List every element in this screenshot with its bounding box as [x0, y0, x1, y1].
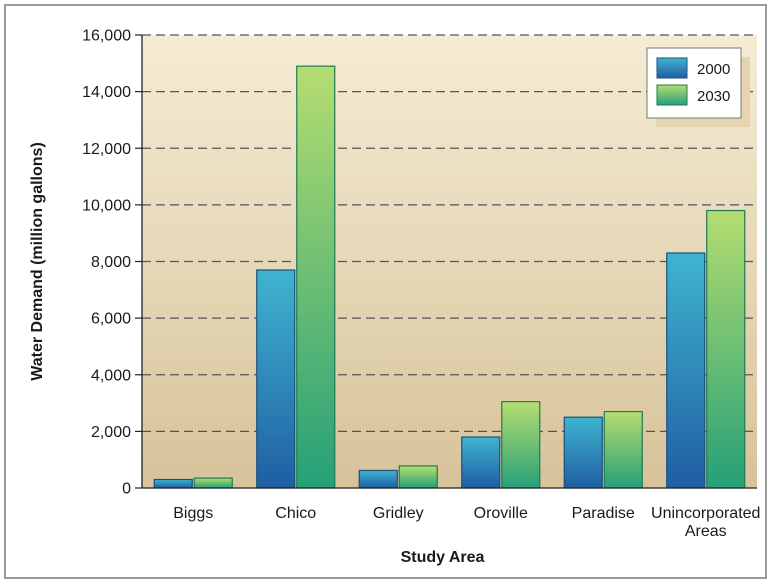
- bar-2030-oroville: [501, 401, 541, 489]
- x-tick-label: Biggs: [173, 505, 213, 522]
- y-tick-label: 2,000: [91, 424, 131, 441]
- legend-label-2030: 2030: [697, 88, 730, 105]
- legend-label-2000: 2000: [697, 61, 730, 78]
- legend: 2000 2030: [646, 47, 750, 127]
- x-tick-label: Chico: [275, 505, 316, 522]
- bar-2030-biggs: [193, 477, 233, 489]
- x-tick-label: Oroville: [474, 505, 528, 522]
- y-tick-label: 0: [122, 481, 131, 498]
- x-axis-title: Study Area: [401, 549, 485, 566]
- y-tick-label: 6,000: [91, 311, 131, 328]
- legend-swatch-2000: [656, 57, 688, 79]
- legend-swatch-2030: [656, 84, 688, 106]
- bar-2030-chico: [296, 65, 336, 489]
- bar-2030-gridley: [398, 465, 438, 489]
- bar-2030-paradise: [603, 410, 643, 489]
- bar-2000-gridley: [358, 469, 398, 489]
- y-tick-label: 12,000: [82, 141, 131, 158]
- x-tick-label: Paradise: [572, 505, 635, 522]
- y-tick-label: 14,000: [82, 84, 131, 101]
- bar-2000-chico: [256, 269, 296, 489]
- bar-2000-paradise: [563, 416, 603, 489]
- bar-2000-biggs: [153, 478, 193, 489]
- y-axis-title: Water Demand (million gallons): [29, 142, 46, 381]
- x-tick-label: Unincorporated Areas: [651, 505, 760, 540]
- bar-2000-oroville: [461, 436, 501, 489]
- x-tick-label: Gridley: [373, 505, 424, 522]
- bar-2030-unincorporated-areas: [706, 209, 746, 489]
- y-tick-label: 16,000: [82, 28, 131, 45]
- bars: [153, 65, 746, 489]
- axes: 0 2,000 4,000 6,000 8,000 10,000 12,000 14,000 1…: [82, 28, 760, 541]
- y-tick-label: 4,000: [91, 367, 131, 384]
- y-tick-label: 10,000: [82, 197, 131, 214]
- y-tick-label: 8,000: [91, 254, 131, 271]
- bar-2000-unincorporated-areas: [666, 252, 706, 489]
